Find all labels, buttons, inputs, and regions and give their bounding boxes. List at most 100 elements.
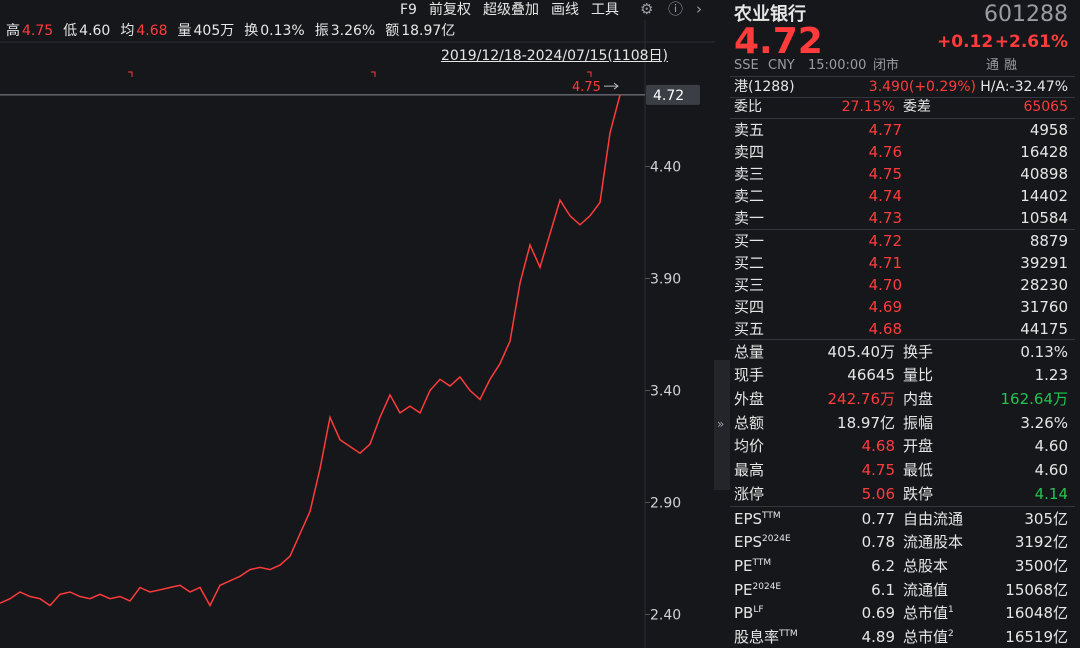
fund-value: 16048亿 [1005,604,1068,623]
stock-code: 601288 [984,2,1068,27]
toolbar-button[interactable]: 工具 [590,2,619,18]
book-price: 4.76 [868,142,902,161]
separator [730,76,1075,77]
price-line [0,94,621,608]
stat-label: 最高 [734,461,765,479]
superscript: LF [753,605,764,616]
separator [730,339,1075,340]
label-text: PE [734,556,753,575]
collapse-tab[interactable]: » [714,360,730,490]
toolbar-icon[interactable]: ⓘ [668,0,684,18]
fund-value: 3192亿 [1014,533,1068,552]
superscript: 1 [948,605,954,616]
y-tick-label: 4.40 [650,160,681,176]
stat-label: 均 [120,23,135,39]
stat-value: 4.60 [79,23,111,39]
fund-label: 股息率TTM [734,630,798,645]
order-ratio: 27.15% [841,99,895,115]
stat-value: 18.97亿 [837,413,895,432]
book-volume: 10584 [1020,208,1068,227]
stat-value: 18.97亿 [401,23,456,39]
stat-label: 最低 [903,461,934,479]
book-label: 卖五 [734,120,765,139]
superscript: TTM [762,510,781,521]
event-marker [128,71,592,77]
fund-value: 15068亿 [1005,580,1068,599]
book-price: 4.71 [868,253,902,272]
stat-value: 4.68 [861,437,895,456]
stat-label: 低 [63,23,78,39]
fund-value: 3500亿 [1014,556,1068,575]
stat-value: 242.76万 [827,389,896,408]
label-text: EPS [734,509,763,528]
order-ratio-label: 委比 [734,99,762,115]
book-label: 卖一 [734,208,765,227]
toolbar-button[interactable]: 前复权 [428,2,471,18]
superscript: TTM [779,629,798,639]
stat-label: 振 [314,23,329,39]
stat-label: 开盘 [903,437,934,456]
y-tick-label: 3.90 [650,272,681,288]
collapse-icon: » [717,417,725,431]
book-volume: 39291 [1020,253,1068,272]
stat-label: 现手 [734,366,765,385]
label-text: PE [734,580,753,599]
stat-value: 4.60 [1034,437,1068,456]
book-volume: 16428 [1020,142,1068,161]
label-text: PB [734,604,754,623]
label-text: 流通值 [903,580,949,599]
superscript: 2024E [752,581,782,592]
label-text: 总股本 [903,556,949,575]
status: 闭市 [873,57,900,73]
change: +0.12 [937,31,994,52]
stat-value: 3.26% [1020,413,1068,432]
fund-value: 16519亿 [1005,628,1068,646]
book-volume: 31760 [1020,297,1068,316]
toolbar-button[interactable]: F9 [400,2,417,18]
label-text: 股息率 [734,628,780,646]
high-marker-arrow [604,82,619,90]
toolbar-button[interactable]: 超级叠加 [482,2,539,18]
badge: 通 [986,57,1000,73]
fund-value: 305亿 [1024,509,1068,528]
fund-value: 0.69 [861,604,895,623]
y-tick-label: 2.90 [650,495,681,511]
stat-value: 0.13% [260,23,305,39]
fund-label: PE2024E [734,580,782,599]
toolbar-icon[interactable]: › [696,0,702,18]
stat-label: 高 [6,23,20,39]
toolbar-icon[interactable]: ⚙ [640,0,654,18]
book-price: 4.70 [868,275,902,294]
stat-value: 3.26% [330,23,376,39]
toolbar-button[interactable]: 画线 [550,2,579,18]
stat-label: 额 [385,23,400,39]
stat-label: 内盘 [903,389,934,408]
book-label: 卖四 [734,142,765,161]
stat-value: 162.64万 [1000,389,1069,408]
high-marker-label: 4.75 [572,80,601,95]
fund-label: 总市值2 [903,630,954,645]
fund-label: 自由流通 [903,511,963,527]
last-price-label: 4.72 [653,88,684,104]
fund-label: 流通值 [903,580,949,599]
stat-label: 量比 [903,366,934,385]
exchange: SSE [734,57,759,73]
order-diff: 65065 [1023,99,1068,115]
book-volume: 4958 [1029,120,1068,139]
stat-label: 均价 [734,437,765,456]
time: 15:00:00 [808,57,867,73]
book-price: 4.75 [868,164,902,183]
date-range[interactable]: 2019/12/18-2024/07/15(1108日) [441,48,668,64]
stat-label: 换 [244,23,259,39]
stat-value: 4.68 [136,23,168,39]
book-price: 4.72 [868,231,902,250]
price: 4.72 [734,21,823,62]
fund-label: PETTM [734,556,771,575]
book-label: 买二 [734,253,765,272]
stat-value: 4.60 [1034,461,1068,479]
book-label: 买四 [734,297,765,316]
y-tick-label: 3.40 [650,383,681,399]
book-price: 4.68 [868,319,902,338]
book-price: 4.74 [868,186,902,205]
